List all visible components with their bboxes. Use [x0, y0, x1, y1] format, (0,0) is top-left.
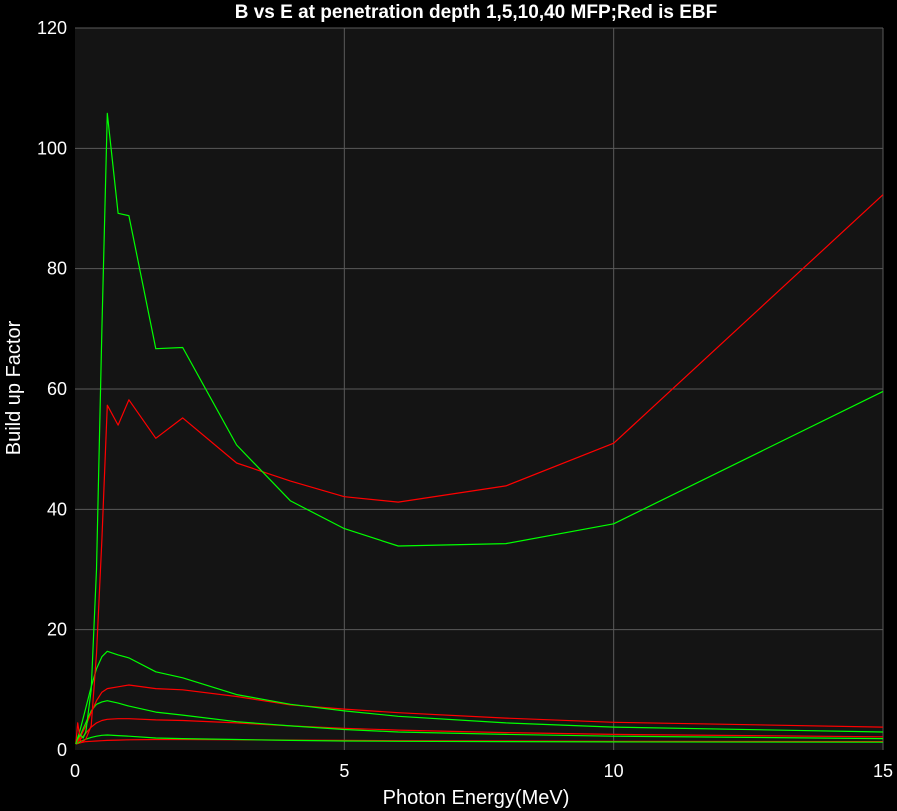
y-tick-label: 100: [37, 138, 67, 158]
chart-title: B vs E at penetration depth 1,5,10,40 MF…: [235, 2, 718, 23]
tick-labels: 0 5 10 15 0 20 40 60 80 100 120: [37, 18, 893, 781]
x-tick-label: 0: [70, 761, 80, 781]
y-tick-label: 0: [57, 740, 67, 760]
series-line-4: [75, 700, 884, 745]
y-tick-label: 120: [37, 18, 67, 38]
x-tick-label: 5: [339, 761, 349, 781]
series-layer: [75, 112, 884, 745]
series-line-8: [75, 112, 884, 745]
y-tick-label: 80: [47, 259, 67, 279]
grid-lines: [75, 27, 884, 750]
series-line-7: [75, 194, 884, 745]
series-line-2: [75, 734, 884, 745]
y-tick-label: 60: [47, 379, 67, 399]
y-axis-label: Build up Factor: [3, 320, 25, 455]
y-tick-label: 40: [47, 499, 67, 519]
series-line-6: [75, 650, 884, 745]
x-axis-label: Photon Energy(MeV): [383, 787, 570, 809]
series-line-1: [75, 738, 884, 745]
y-tick-label: 20: [47, 620, 67, 640]
x-tick-label: 15: [873, 761, 893, 781]
series-line-5: [75, 684, 884, 745]
x-tick-label: 10: [604, 761, 624, 781]
